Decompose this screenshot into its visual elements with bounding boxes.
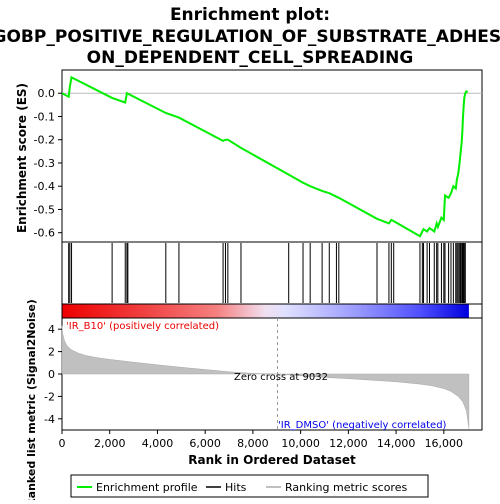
metric-y-tick-label: -2 [44,390,55,403]
x-tick-label: 6,000 [189,437,221,450]
metric-y-tick-label: -4 [44,413,55,426]
es-y-tick-label: -0.6 [34,227,55,240]
legend-label-profile: Enrichment profile [96,481,198,494]
es-y-tick-label: -0.1 [34,110,55,123]
heat-gradient [62,304,469,318]
x-tick-label: 0 [59,437,66,450]
es-plot-frame [61,69,483,243]
positive-correlation-label: 'IR_B10' (positively correlated) [66,321,219,332]
es-y-tick-label: 0.0 [38,87,56,100]
x-axis: 0 2,000 4,000 6,000 8,000 10,000 12,000 14,000 1… [59,430,464,450]
es-y-tick-label: -0.5 [34,203,55,216]
metric-y-ticks: 4 2 0 -2 -4 [44,323,62,426]
chart-title-line-1: Enrichment plot: [170,5,330,25]
x-tick-label: 2,000 [94,437,126,450]
hits-frame [61,241,483,305]
metric-y-axis-label: Ranked list metric (Signal2Noise) [25,299,38,500]
chart-title-line-3: ON_DEPENDENT_CELL_SPREADING [87,48,414,68]
es-y-tick-label: -0.2 [34,134,55,147]
chart-title-line-2: GOBP_POSITIVE_REGULATION_OF_SUBSTRATE_AD… [0,27,500,47]
es-y-tick-label: -0.4 [34,180,55,193]
negative-correlation-label: 'IR_DMSO' (negatively correlated) [278,420,447,431]
es-y-ticks: 0.0 -0.1 -0.2 -0.3 -0.4 -0.5 -0.6 [34,87,62,240]
metric-y-tick-label: 2 [48,346,55,359]
legend-label-metric: Ranking metric scores [285,481,407,494]
legend-label-hits: Hits [225,481,247,494]
es-y-axis-label: Enrichment score (ES) [15,83,29,233]
es-y-tick-label: -0.3 [34,157,55,170]
metric-y-tick-label: 4 [48,323,55,336]
hits-panel [61,241,483,305]
enrichment-profile-line [61,75,469,238]
rank-heat-bar [61,303,483,319]
legend-box [70,474,429,498]
zero-cross-label: Zero cross at 9032 [234,372,328,383]
x-tick-label: 16,000 [425,437,464,450]
ranking-metric-area [61,325,470,429]
hit-markers [68,243,466,303]
x-tick-label: 10,000 [281,437,320,450]
legend: Enrichment profile Hits Ranking metric s… [70,474,429,498]
metric-panel: 4 2 0 -2 -4 'IR_B10' (positively correlated)… [25,299,483,504]
x-axis-label: Rank in Ordered Dataset [188,453,356,467]
metric-y-tick-label: 0 [48,368,55,381]
x-tick-label: 14,000 [377,437,416,450]
x-tick-label: 8,000 [237,437,269,450]
x-tick-label: 4,000 [142,437,174,450]
es-panel: 0.0 -0.1 -0.2 -0.3 -0.4 -0.5 -0.6 Enrichment s… [15,69,483,243]
x-tick-label: 12,000 [329,437,368,450]
